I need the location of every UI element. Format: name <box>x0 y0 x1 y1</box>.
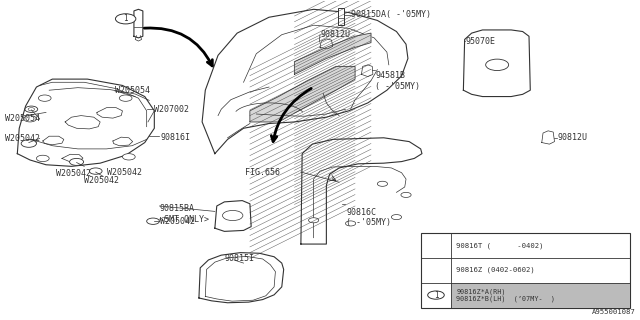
Circle shape <box>24 116 36 122</box>
Circle shape <box>24 140 36 146</box>
Text: 90812U: 90812U <box>321 30 351 39</box>
Bar <box>420 233 630 308</box>
Polygon shape <box>541 131 554 144</box>
Text: 90815BA
<SMT ONLY>: 90815BA <SMT ONLY> <box>159 204 209 224</box>
Polygon shape <box>294 33 371 74</box>
Circle shape <box>392 215 401 220</box>
Polygon shape <box>17 79 154 166</box>
Polygon shape <box>199 252 284 303</box>
Text: FIG.656: FIG.656 <box>245 168 280 177</box>
Polygon shape <box>463 30 531 97</box>
Circle shape <box>308 218 319 223</box>
Circle shape <box>90 168 102 174</box>
Text: A955001087: A955001087 <box>591 309 636 316</box>
Polygon shape <box>250 67 355 122</box>
Circle shape <box>25 106 38 112</box>
Polygon shape <box>202 9 408 154</box>
Text: 90816Z*A(RH)
90816Z*B(LH)  (’07MY-  ): 90816Z*A(RH) 90816Z*B(LH) (’07MY- ) <box>456 288 556 302</box>
Text: 90816C
( -'05MY): 90816C ( -'05MY) <box>346 208 391 227</box>
Polygon shape <box>320 39 333 49</box>
Circle shape <box>346 221 356 226</box>
Text: W207002: W207002 <box>154 105 189 114</box>
Circle shape <box>38 95 51 101</box>
Circle shape <box>122 154 135 160</box>
Text: W205054: W205054 <box>4 114 40 123</box>
Text: W205042: W205042 <box>84 176 119 185</box>
Text: W205054: W205054 <box>115 86 150 95</box>
Circle shape <box>36 155 49 162</box>
Circle shape <box>21 140 36 147</box>
Text: 90816I: 90816I <box>160 133 190 142</box>
Circle shape <box>147 218 159 224</box>
Circle shape <box>115 14 136 24</box>
Text: W205042: W205042 <box>160 217 195 226</box>
Circle shape <box>70 158 84 165</box>
Text: 95070E: 95070E <box>466 36 496 45</box>
Circle shape <box>28 108 35 111</box>
Polygon shape <box>362 65 373 76</box>
Bar <box>338 8 344 25</box>
Bar <box>451 283 630 308</box>
Circle shape <box>223 211 243 220</box>
Text: 94581B
( -'05MY): 94581B ( -'05MY) <box>376 71 420 91</box>
Text: W205042: W205042 <box>56 169 90 178</box>
Text: 90815DA( -'05MY): 90815DA( -'05MY) <box>351 10 431 19</box>
Circle shape <box>401 192 411 197</box>
Polygon shape <box>215 201 251 231</box>
Text: 90816T (      -0402): 90816T ( -0402) <box>456 242 544 249</box>
Text: 90812U: 90812U <box>557 133 588 142</box>
Polygon shape <box>134 9 143 38</box>
Text: W205042: W205042 <box>106 168 141 177</box>
Polygon shape <box>301 138 422 244</box>
Text: 1: 1 <box>124 14 128 23</box>
Text: 90816Z (0402-0602): 90816Z (0402-0602) <box>456 267 535 274</box>
Circle shape <box>428 291 444 299</box>
Circle shape <box>378 181 388 186</box>
Text: W205042: W205042 <box>4 134 40 143</box>
Text: 1: 1 <box>434 291 438 300</box>
Circle shape <box>119 95 132 101</box>
Circle shape <box>486 59 509 70</box>
Text: 90815I: 90815I <box>225 254 255 263</box>
